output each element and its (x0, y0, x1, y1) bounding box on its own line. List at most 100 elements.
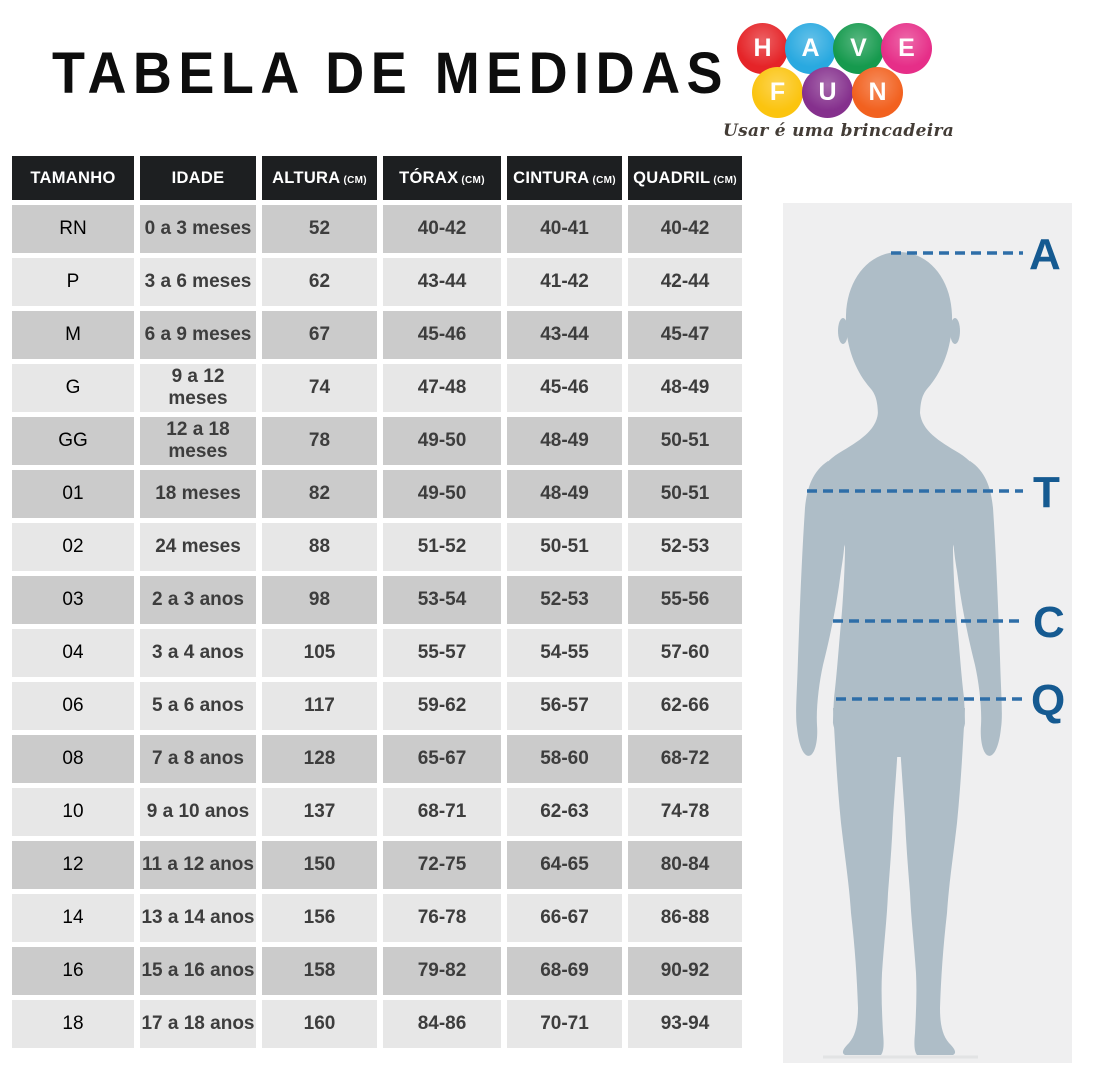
table-row-10: 10 9 a 10 anos 137 68-71 62-63 74-78 (12, 788, 742, 836)
cell-altura: 88 (262, 523, 377, 571)
column-unit: (CM) (343, 174, 367, 186)
cell-cintura: 70-71 (507, 1000, 622, 1048)
table-row-16: 16 15 a 16 anos 158 79-82 68-69 90-92 (12, 947, 742, 995)
cell-idade: 3 a 4 anos (140, 629, 256, 677)
cell-torax: 49-50 (383, 417, 501, 465)
cell-altura: 74 (262, 364, 377, 412)
cell-torax: 84-86 (383, 1000, 501, 1048)
cell-idade: 13 a 14 anos (140, 894, 256, 942)
cell-tamanho: 14 (12, 894, 134, 942)
cell-quadril: 52-53 (628, 523, 742, 571)
cell-cintura: 45-46 (507, 364, 622, 412)
table-row-GG: GG 12 a 18 meses 78 49-50 48-49 50-51 (12, 417, 742, 465)
column-unit: (CM) (713, 174, 737, 186)
cell-altura: 98 (262, 576, 377, 624)
cell-torax: 68-71 (383, 788, 501, 836)
cell-quadril: 80-84 (628, 841, 742, 889)
logo-letter-circle: E (881, 23, 932, 74)
table-row-02: 02 24 meses 88 51-52 50-51 52-53 (12, 523, 742, 571)
cell-torax: 65-67 (383, 735, 501, 783)
cell-idade: 3 a 6 meses (140, 258, 256, 306)
header-row: TAMANHO IDADE ALTURA (CM) TÓRAX (CM) CINTURA (C… (12, 156, 742, 200)
cell-altura: 52 (262, 205, 377, 253)
cell-cintura: 48-49 (507, 470, 622, 518)
marker-letter-cintura: C (1033, 598, 1065, 647)
cell-torax: 49-50 (383, 470, 501, 518)
cell-altura: 137 (262, 788, 377, 836)
cell-quadril: 90-92 (628, 947, 742, 995)
logo-letter-circle: N (852, 67, 903, 118)
cell-cintura: 58-60 (507, 735, 622, 783)
cell-quadril: 62-66 (628, 682, 742, 730)
column-header-cintura: CINTURA (CM) (507, 156, 622, 200)
column-header-quadril: QUADRIL (CM) (628, 156, 742, 200)
cell-cintura: 40-41 (507, 205, 622, 253)
table-row-18: 18 17 a 18 anos 160 84-86 70-71 93-94 (12, 1000, 742, 1048)
size-table-header: TAMANHO IDADE ALTURA (CM) TÓRAX (CM) CINTURA (C… (12, 156, 742, 200)
cell-quadril: 45-47 (628, 311, 742, 359)
cell-altura: 156 (262, 894, 377, 942)
cell-torax: 40-42 (383, 205, 501, 253)
cell-cintura: 52-53 (507, 576, 622, 624)
cell-quadril: 57-60 (628, 629, 742, 677)
cell-cintura: 41-42 (507, 258, 622, 306)
cell-altura: 117 (262, 682, 377, 730)
cell-quadril: 42-44 (628, 258, 742, 306)
cell-cintura: 50-51 (507, 523, 622, 571)
cell-torax: 51-52 (383, 523, 501, 571)
cell-tamanho: 04 (12, 629, 134, 677)
table-row-01: 01 18 meses 82 49-50 48-49 50-51 (12, 470, 742, 518)
cell-tamanho: M (12, 311, 134, 359)
cell-torax: 55-57 (383, 629, 501, 677)
cell-idade: 7 a 8 anos (140, 735, 256, 783)
cell-torax: 45-46 (383, 311, 501, 359)
child-silhouette (796, 252, 1002, 1055)
table-row-12: 12 11 a 12 anos 150 72-75 64-65 80-84 (12, 841, 742, 889)
cell-idade: 15 a 16 anos (140, 947, 256, 995)
cell-tamanho: 10 (12, 788, 134, 836)
cell-idade: 0 a 3 meses (140, 205, 256, 253)
column-header-altura: ALTURA (CM) (262, 156, 377, 200)
cell-tamanho: 18 (12, 1000, 134, 1048)
column-unit: (CM) (592, 174, 616, 186)
cell-torax: 76-78 (383, 894, 501, 942)
cell-cintura: 48-49 (507, 417, 622, 465)
cell-altura: 158 (262, 947, 377, 995)
cell-cintura: 62-63 (507, 788, 622, 836)
column-header-torax: TÓRAX (CM) (383, 156, 501, 200)
column-unit: (CM) (461, 174, 485, 186)
cell-idade: 5 a 6 anos (140, 682, 256, 730)
logo-letter-circle: F (752, 67, 803, 118)
cell-quadril: 55-56 (628, 576, 742, 624)
table-row-04: 04 3 a 4 anos 105 55-57 54-55 57-60 (12, 629, 742, 677)
cell-quadril: 40-42 (628, 205, 742, 253)
brand-tagline: Usar é uma brincadeira (723, 121, 955, 141)
cell-altura: 128 (262, 735, 377, 783)
page-title: TABELA DE MEDIDAS (52, 41, 730, 106)
cell-idade: 18 meses (140, 470, 256, 518)
cell-tamanho: G (12, 364, 134, 412)
cell-idade: 12 a 18 meses (140, 417, 256, 465)
table-row-08: 08 7 a 8 anos 128 65-67 58-60 68-72 (12, 735, 742, 783)
cell-cintura: 64-65 (507, 841, 622, 889)
cell-altura: 67 (262, 311, 377, 359)
cell-torax: 43-44 (383, 258, 501, 306)
cell-cintura: 56-57 (507, 682, 622, 730)
cell-torax: 59-62 (383, 682, 501, 730)
cell-cintura: 68-69 (507, 947, 622, 995)
cell-tamanho: 08 (12, 735, 134, 783)
measurement-figure-panel: A T C Q (783, 203, 1072, 1063)
cell-quadril: 74-78 (628, 788, 742, 836)
cell-idade: 24 meses (140, 523, 256, 571)
table-row-03: 03 2 a 3 anos 98 53-54 52-53 55-56 (12, 576, 742, 624)
marker-letter-altura: A (1029, 230, 1061, 279)
size-table: TAMANHO IDADE ALTURA (CM) TÓRAX (CM) CINTURA (C… (6, 151, 748, 1053)
cell-quadril: 86-88 (628, 894, 742, 942)
cell-quadril: 93-94 (628, 1000, 742, 1048)
cell-tamanho: 01 (12, 470, 134, 518)
table-row-06: 06 5 a 6 anos 117 59-62 56-57 62-66 (12, 682, 742, 730)
